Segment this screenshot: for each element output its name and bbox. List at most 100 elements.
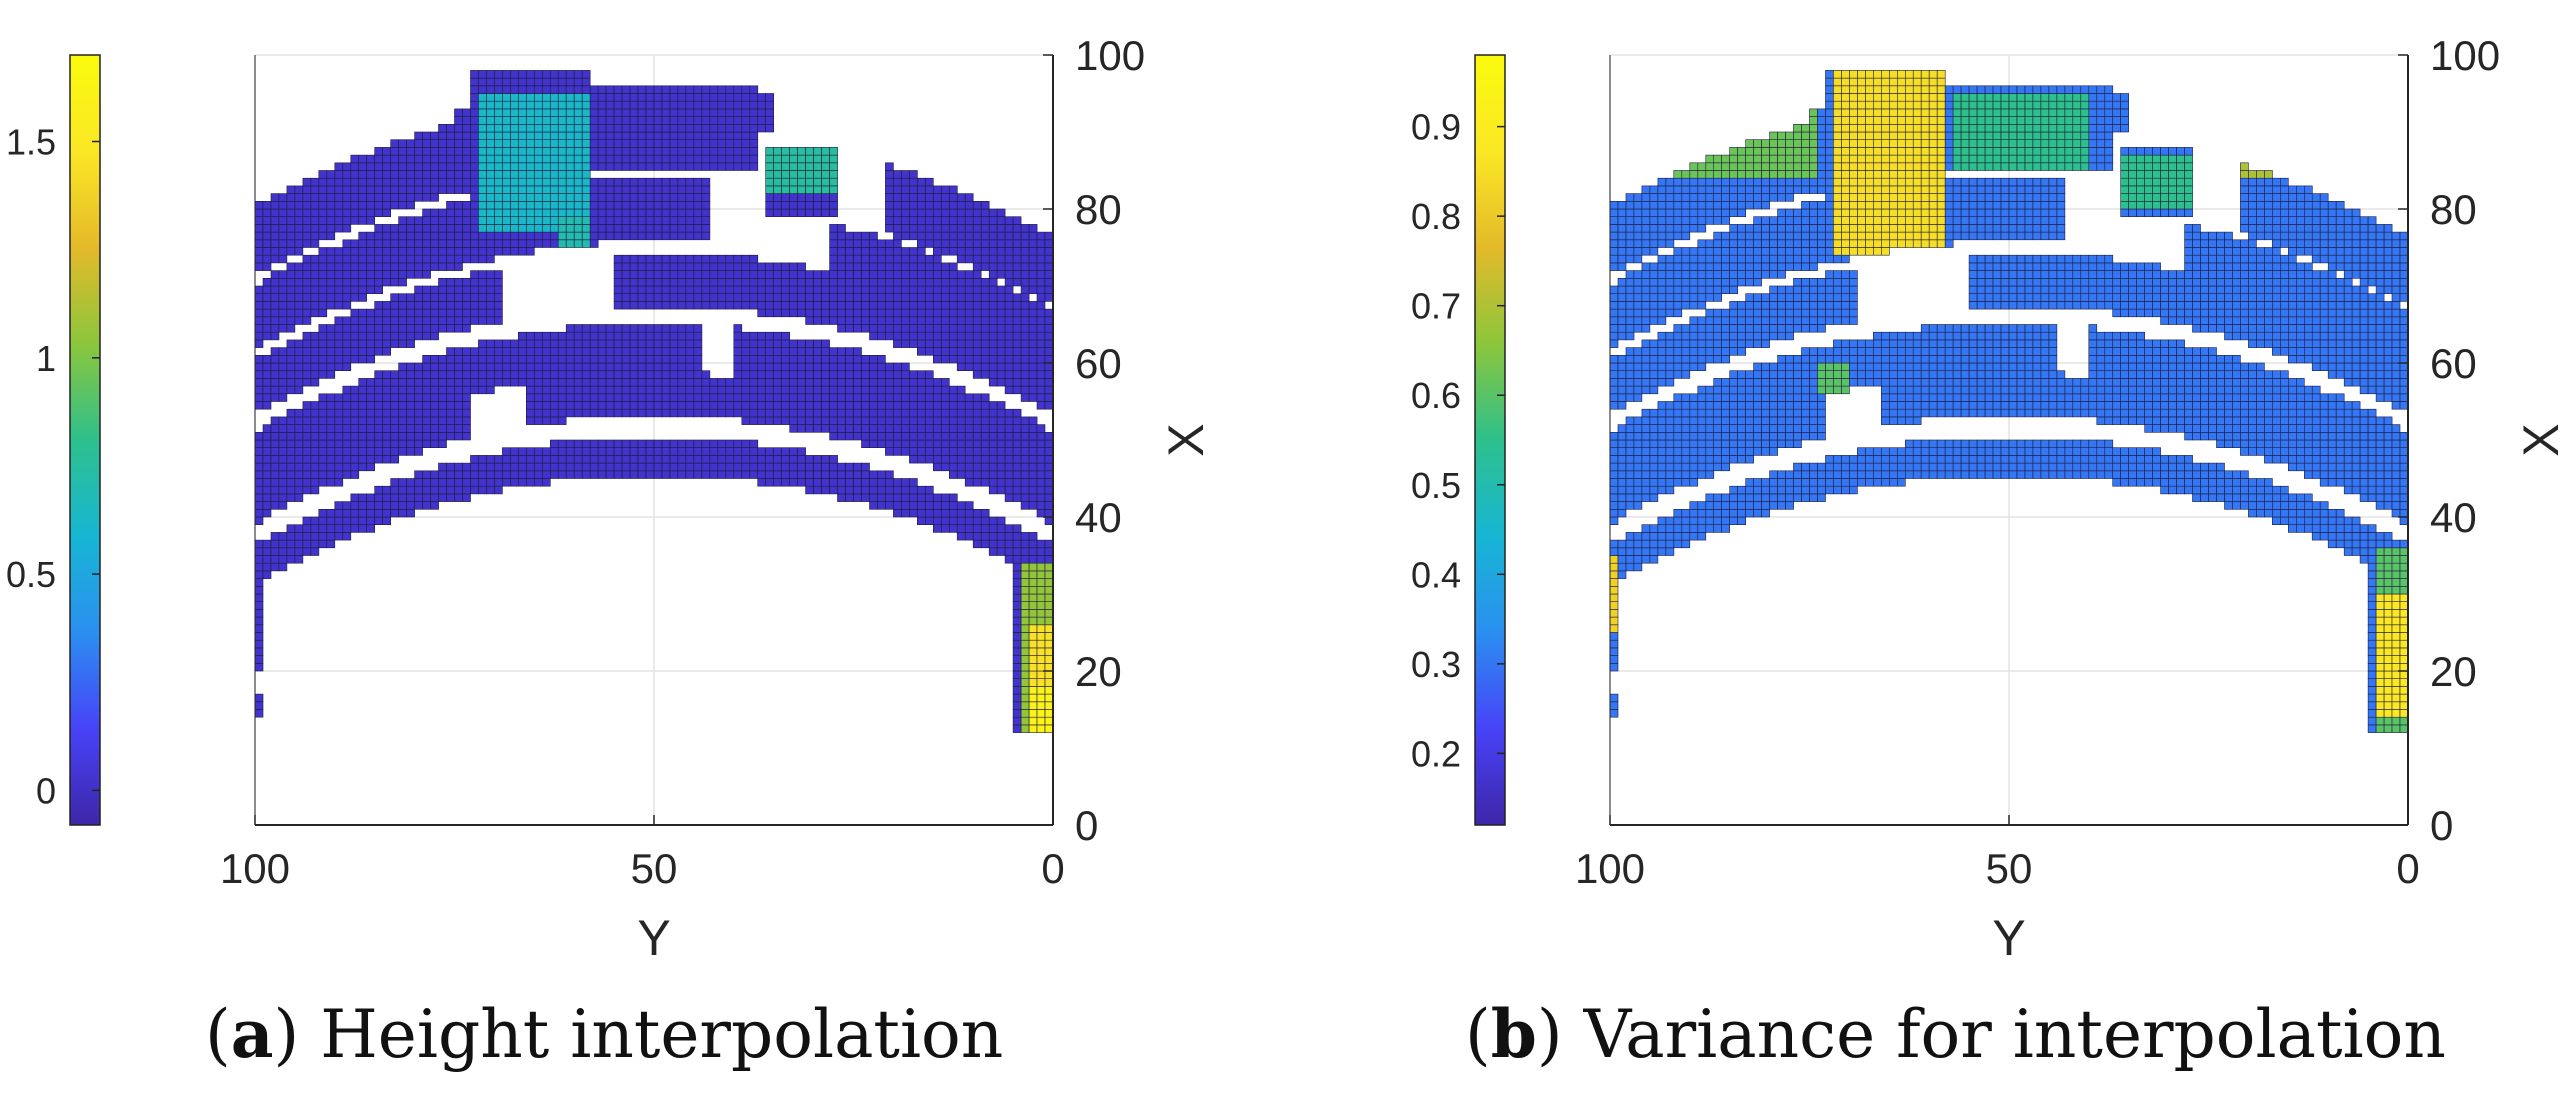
heatmap-cell [1745, 385, 1754, 395]
heatmap-cell [1004, 447, 1014, 456]
heatmap-cell [1689, 401, 1699, 410]
heatmap-cell [310, 347, 320, 356]
heatmap-cell [1020, 485, 1030, 495]
heatmap-cell [1609, 547, 1619, 556]
heatmap-cell [948, 393, 958, 402]
heatmap-cell [829, 401, 838, 410]
heatmap-cell [605, 401, 615, 410]
heatmap-cell [613, 462, 623, 472]
heatmap-cell [765, 285, 775, 294]
heatmap-cell [773, 401, 783, 410]
heatmap-cell [358, 462, 368, 472]
heatmap-cell [525, 455, 535, 464]
heatmap-cell [294, 378, 304, 387]
heatmap-cell [478, 301, 487, 310]
heatmap-cell [398, 362, 407, 371]
heatmap-cell [765, 116, 775, 125]
heatmap-cell [901, 216, 910, 225]
heatmap-cell [645, 201, 655, 210]
heatmap-cell [1753, 239, 1762, 248]
heatmap-cell [517, 370, 527, 379]
heatmap-cell [270, 370, 280, 379]
heatmap-cell [789, 185, 799, 194]
heatmap-cell [1028, 701, 1038, 710]
heatmap-cell [390, 431, 400, 441]
heatmap-cell [653, 254, 663, 264]
heatmap-cell [541, 455, 551, 464]
heatmap-cell [1777, 139, 1786, 148]
heatmap-cell [1705, 293, 1715, 302]
heatmap-cell [533, 224, 543, 233]
heatmap-cell [254, 570, 264, 579]
heatmap-cell [1745, 455, 1754, 464]
heatmap-cell [414, 177, 423, 187]
heatmap-cell [262, 447, 272, 456]
heatmap-cell [1753, 493, 1762, 502]
heatmap-cell [1020, 339, 1030, 348]
heatmap-cell [374, 416, 384, 425]
heatmap-cell [597, 124, 607, 133]
heatmap-cell [581, 77, 591, 87]
heatmap-cell [773, 193, 783, 202]
heatmap-cell [1721, 285, 1730, 294]
heatmap-cell [916, 177, 926, 187]
heatmap-cell [813, 162, 822, 171]
heatmap-cell [1609, 431, 1619, 441]
heatmap-cell [725, 254, 735, 264]
heatmap-cell [972, 416, 982, 425]
heatmap-cell [486, 254, 495, 264]
heatmap-cell [1753, 262, 1762, 271]
heatmap-cell [1697, 516, 1707, 525]
heatmap-cell [1020, 385, 1030, 395]
heatmap-cell [1004, 331, 1014, 341]
heatmap-cell [980, 439, 990, 448]
heatmap-cell [1020, 347, 1030, 356]
heatmap-cell [1004, 239, 1014, 248]
heatmap-cell [1777, 378, 1786, 387]
heatmap-cell [581, 385, 591, 395]
heatmap-cell [877, 308, 886, 318]
heatmap-cell [765, 201, 775, 210]
heatmap-cell [1761, 262, 1770, 271]
heatmap-cell [1625, 247, 1635, 256]
heatmap-cell [1012, 455, 1022, 464]
heatmap-cell [956, 501, 966, 510]
heatmap-cell [406, 316, 415, 325]
heatmap-cell [669, 401, 679, 410]
heatmap-cell [334, 478, 344, 487]
heatmap-cell [932, 493, 942, 502]
heatmap-cell [972, 508, 982, 518]
heatmap-cell [510, 162, 519, 171]
heatmap-cell [1761, 501, 1770, 510]
heatmap-cell [916, 347, 926, 356]
heatmap-cell [916, 308, 926, 318]
heatmap-cell [1761, 424, 1770, 433]
heatmap-cell [1713, 293, 1722, 302]
heatmap-cell [342, 285, 352, 294]
heatmap-cell [924, 347, 934, 356]
heatmap-cell [749, 301, 759, 310]
heatmap-cell [757, 331, 767, 341]
heatmap-cell [1028, 239, 1038, 248]
heatmap-cell [741, 100, 751, 110]
heatmap-cell [1012, 347, 1022, 356]
heatmap-cell [621, 162, 631, 171]
heatmap-cell [773, 378, 783, 387]
heatmap-cell [677, 93, 687, 102]
heatmap-cell [988, 331, 998, 341]
heatmap-cell [326, 231, 336, 241]
heatmap-cell [613, 139, 623, 148]
heatmap-cell [1737, 339, 1746, 348]
heatmap-cell [789, 201, 799, 210]
heatmap-cell [589, 347, 599, 356]
heatmap-cell [1769, 385, 1778, 395]
heatmap-cell [741, 116, 751, 125]
heatmap-cell [374, 193, 384, 202]
heatmap-cell [972, 524, 982, 533]
heatmap-cell [757, 339, 767, 348]
heatmap-cell [406, 401, 415, 410]
heatmap-cell [613, 154, 623, 164]
heatmap-cell [797, 378, 806, 387]
heatmap-cell [286, 370, 296, 379]
heatmap-cell [278, 301, 288, 310]
